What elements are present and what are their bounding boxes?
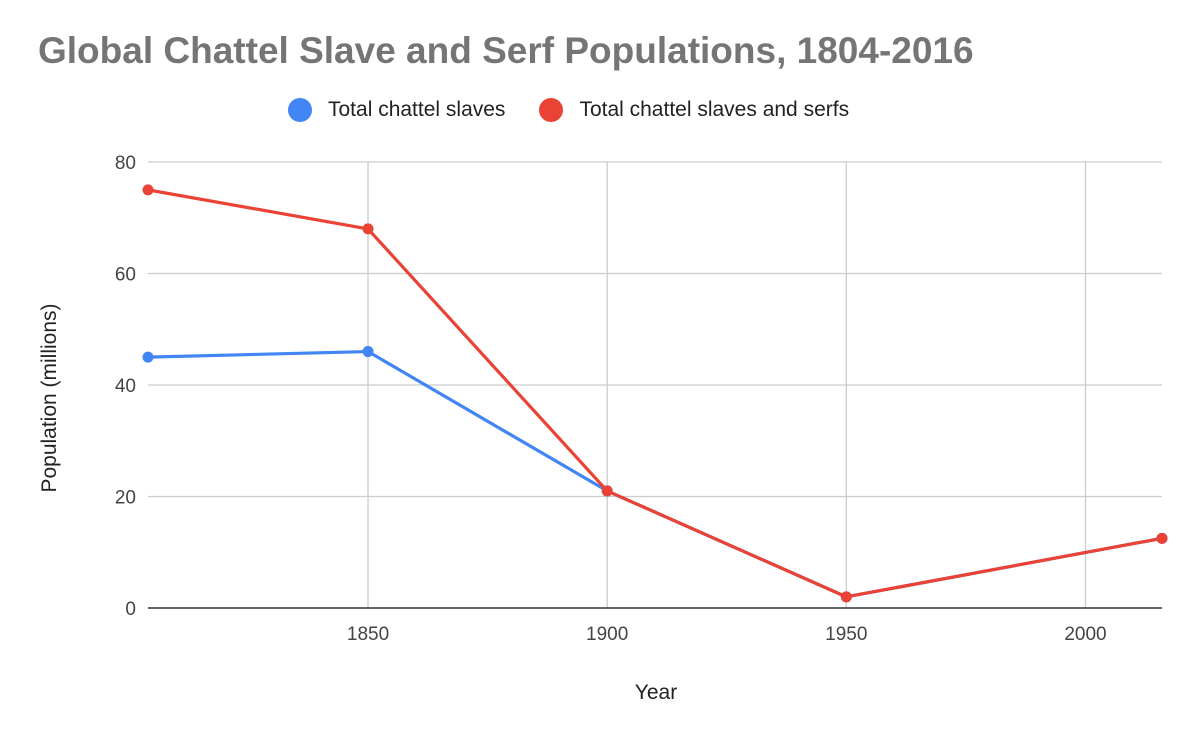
legend-label: Total chattel slaves — [328, 98, 506, 121]
data-point[interactable] — [142, 184, 154, 196]
y-tick-label: 0 — [125, 599, 136, 620]
legend-item-chattel-slaves[interactable]: Total chattel slaves — [288, 98, 505, 122]
series-1 — [142, 184, 1168, 603]
data-point[interactable] — [1156, 532, 1168, 544]
x-tick-label: 1950 — [825, 624, 867, 645]
y-tick-label: 40 — [115, 376, 136, 397]
legend: Total chattel slaves Total chattel slave… — [288, 98, 883, 122]
series-line — [147, 188, 1163, 599]
y-tick-label: 60 — [115, 265, 136, 286]
y-tick-label: 20 — [115, 488, 136, 509]
y-tick-label: 80 — [115, 153, 136, 174]
legend-marker-icon — [288, 98, 312, 122]
x-tick-label: 1850 — [347, 624, 389, 645]
gridlines — [148, 161, 1162, 608]
data-point[interactable] — [362, 346, 374, 358]
legend-label: Total chattel slaves and serfs — [579, 98, 850, 121]
legend-marker-icon — [539, 98, 564, 122]
series — [142, 184, 1168, 603]
x-tick-label: 2000 — [1064, 624, 1106, 645]
x-axis-title: Year — [635, 681, 677, 704]
data-point[interactable] — [601, 485, 613, 497]
axes: 0 20 40 60 80 1850 1900 1950 2000 — [115, 153, 1162, 645]
chart-title: Global Chattel Slave and Serf Population… — [38, 30, 974, 71]
y-axis-title: Population (millions) — [38, 303, 61, 492]
series-line — [147, 349, 1163, 599]
data-point[interactable] — [840, 591, 852, 603]
legend-item-slaves-and-serfs[interactable]: Total chattel slaves and serfs — [539, 98, 849, 122]
x-tick-label: 1900 — [586, 624, 628, 645]
data-point[interactable] — [362, 223, 374, 235]
data-point[interactable] — [142, 351, 154, 363]
